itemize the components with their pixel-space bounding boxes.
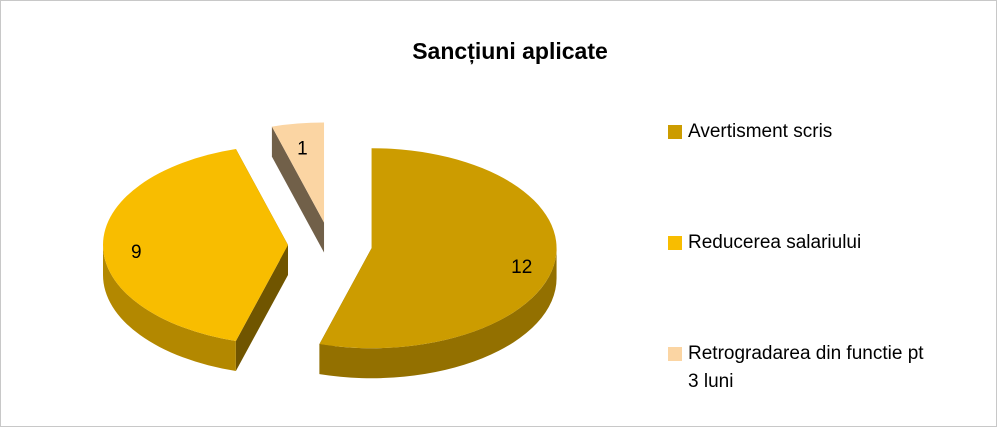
- slice-wall: [235, 245, 288, 371]
- slice-top: [102, 149, 289, 341]
- data-label: 12: [511, 257, 532, 278]
- pie-slice: [102, 149, 289, 371]
- legend-swatch: [668, 236, 682, 250]
- slice-side: [319, 248, 557, 379]
- legend-swatch: [668, 125, 682, 139]
- slice-top: [271, 122, 325, 223]
- pie-slice: [319, 148, 557, 379]
- slice-top: [319, 148, 557, 349]
- data-label: 9: [131, 242, 142, 263]
- legend-entry: Retrogradarea din functie pt 3 luni: [668, 340, 968, 396]
- chart-title: Sancțiuni aplicate: [412, 38, 608, 65]
- legend-entry: Avertisment scris: [668, 118, 968, 146]
- slice-wall: [271, 126, 325, 253]
- legend-label: Retrogradarea din functie pt 3 luni: [688, 343, 924, 392]
- data-label: 1: [297, 138, 308, 159]
- legend-swatch: [668, 347, 682, 361]
- legend-entry: Reducerea salariului: [668, 229, 968, 257]
- legend-label: Reducerea salariului: [688, 232, 862, 253]
- slice-side: [103, 245, 236, 371]
- pie-slice: [271, 122, 325, 253]
- legend-label: Avertisment scris: [688, 121, 833, 142]
